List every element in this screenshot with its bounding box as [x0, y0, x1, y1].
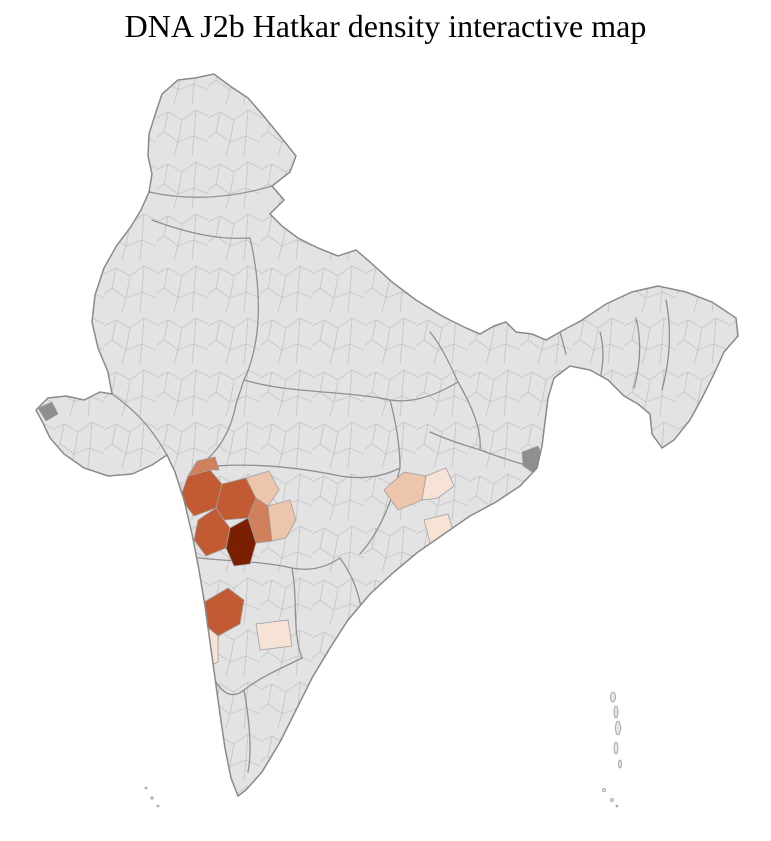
gray-area-urban-west[interactable] [37, 401, 59, 422]
density-district-district-h[interactable] [267, 499, 297, 542]
density-regions [37, 401, 546, 669]
district-boundaries-texture [36, 74, 738, 796]
map-title: DNA J2b Hatkar density interactive map [124, 8, 647, 44]
islands [144, 691, 622, 808]
density-district-district-k[interactable] [255, 619, 293, 651]
density-district-district-m[interactable] [421, 467, 455, 501]
density-district-district-d[interactable] [245, 470, 280, 507]
density-district-district-c[interactable] [187, 456, 220, 477]
density-district-district-g[interactable] [193, 507, 231, 557]
